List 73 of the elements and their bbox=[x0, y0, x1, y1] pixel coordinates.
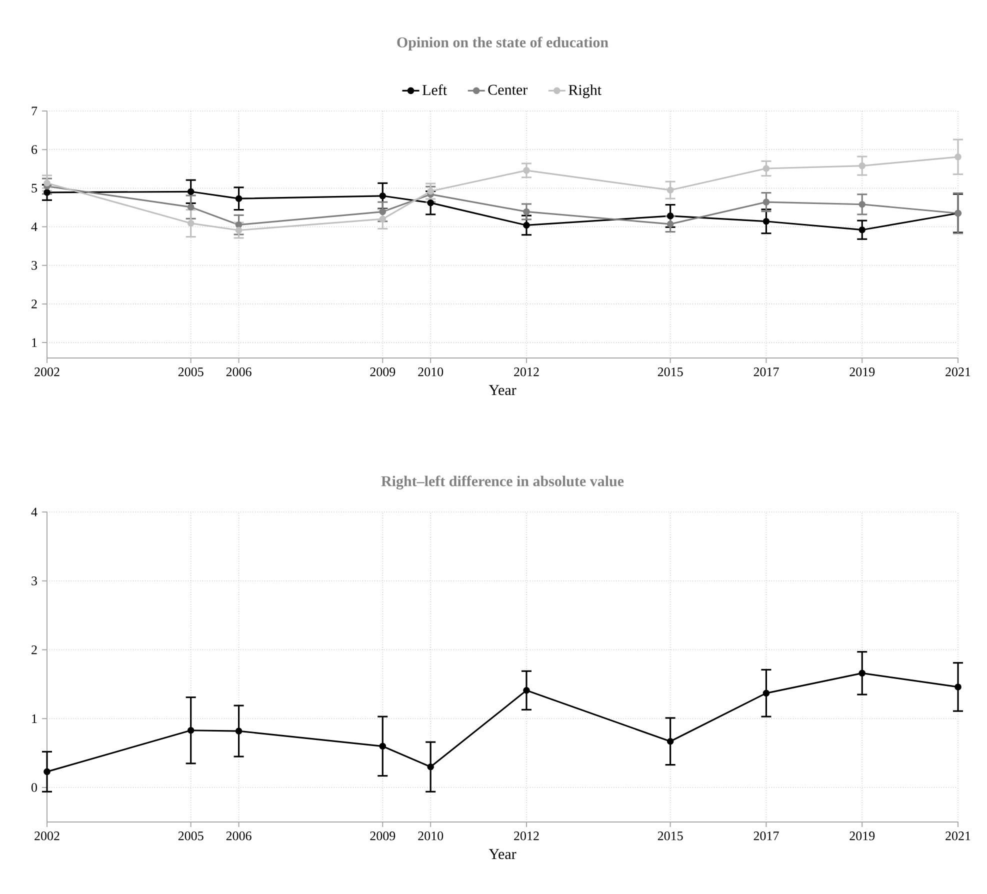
legend-label: Center bbox=[488, 84, 528, 95]
point bbox=[858, 200, 866, 208]
point bbox=[44, 189, 50, 196]
legend-label: Left bbox=[422, 84, 447, 96]
point bbox=[858, 226, 866, 234]
chart-title: Opinion on the state of education bbox=[397, 36, 608, 50]
point bbox=[666, 186, 674, 194]
point bbox=[858, 670, 866, 677]
point bbox=[379, 742, 386, 750]
y-tick-label: 1 bbox=[32, 714, 37, 723]
x-tick-label: 2017 bbox=[754, 832, 779, 840]
x-tick-label: 2017 bbox=[754, 368, 779, 376]
x-tick-label: 2012 bbox=[514, 832, 539, 840]
point bbox=[762, 198, 770, 206]
x-tick-label: 2002 bbox=[34, 832, 60, 840]
x-axis-title: Year bbox=[488, 849, 516, 860]
x-tick-label: 2006 bbox=[226, 832, 252, 840]
y-tick-label: 0 bbox=[32, 783, 37, 792]
point bbox=[523, 167, 530, 174]
point bbox=[954, 684, 962, 690]
point bbox=[379, 208, 386, 216]
y-tick-label: 4 bbox=[31, 222, 38, 232]
point bbox=[427, 199, 434, 206]
chart-title: Right–left difference in absolute value bbox=[381, 476, 624, 490]
x-tick-label: 2005 bbox=[178, 368, 204, 376]
point bbox=[235, 728, 242, 734]
point bbox=[666, 220, 674, 228]
x-tick-label: 2002 bbox=[34, 368, 60, 376]
point bbox=[762, 690, 770, 697]
x-tick-label: 2019 bbox=[850, 368, 875, 376]
x-tick-label: 2009 bbox=[370, 368, 396, 376]
y-tick-label: 5 bbox=[32, 184, 37, 192]
y-tick-label: 1 bbox=[32, 338, 37, 347]
x-tick-label: 2015 bbox=[658, 368, 683, 376]
x-tick-label: 2010 bbox=[418, 832, 444, 840]
point bbox=[44, 768, 50, 776]
y-tick-label: 7 bbox=[32, 106, 38, 116]
point bbox=[523, 222, 530, 229]
y-tick-label: 2 bbox=[32, 300, 37, 308]
legend-label: Right bbox=[568, 84, 602, 98]
point bbox=[187, 204, 194, 210]
point bbox=[379, 192, 386, 200]
x-tick-label: 2009 bbox=[370, 832, 396, 840]
y-tick-label: 2 bbox=[32, 645, 37, 654]
y-tick-label: 3 bbox=[32, 576, 37, 586]
x-tick-label: 2021 bbox=[946, 368, 970, 376]
point bbox=[858, 162, 866, 170]
y-tick-label: 4 bbox=[31, 508, 38, 516]
x-tick-label: 2015 bbox=[658, 832, 683, 840]
x-tick-label: 2019 bbox=[850, 832, 875, 840]
y-tick-label: 6 bbox=[32, 145, 38, 154]
point bbox=[523, 687, 530, 694]
point bbox=[187, 726, 194, 734]
point bbox=[187, 188, 194, 196]
x-tick-label: 2010 bbox=[418, 368, 444, 376]
point bbox=[187, 220, 194, 227]
x-tick-label: 2012 bbox=[514, 368, 539, 376]
x-axis-title: Year bbox=[488, 385, 516, 396]
point bbox=[666, 738, 674, 745]
x-tick-label: 2005 bbox=[178, 832, 204, 840]
x-tick-label: 2006 bbox=[226, 368, 252, 376]
point bbox=[379, 216, 386, 222]
point bbox=[666, 212, 674, 220]
point bbox=[235, 221, 242, 228]
x-tick-label: 2021 bbox=[946, 832, 970, 840]
y-tick-label: 3 bbox=[32, 260, 37, 270]
point bbox=[235, 195, 242, 202]
point bbox=[427, 763, 434, 770]
point bbox=[523, 208, 530, 216]
point bbox=[235, 226, 242, 234]
point bbox=[762, 218, 770, 225]
point bbox=[762, 165, 770, 172]
point bbox=[954, 154, 962, 160]
